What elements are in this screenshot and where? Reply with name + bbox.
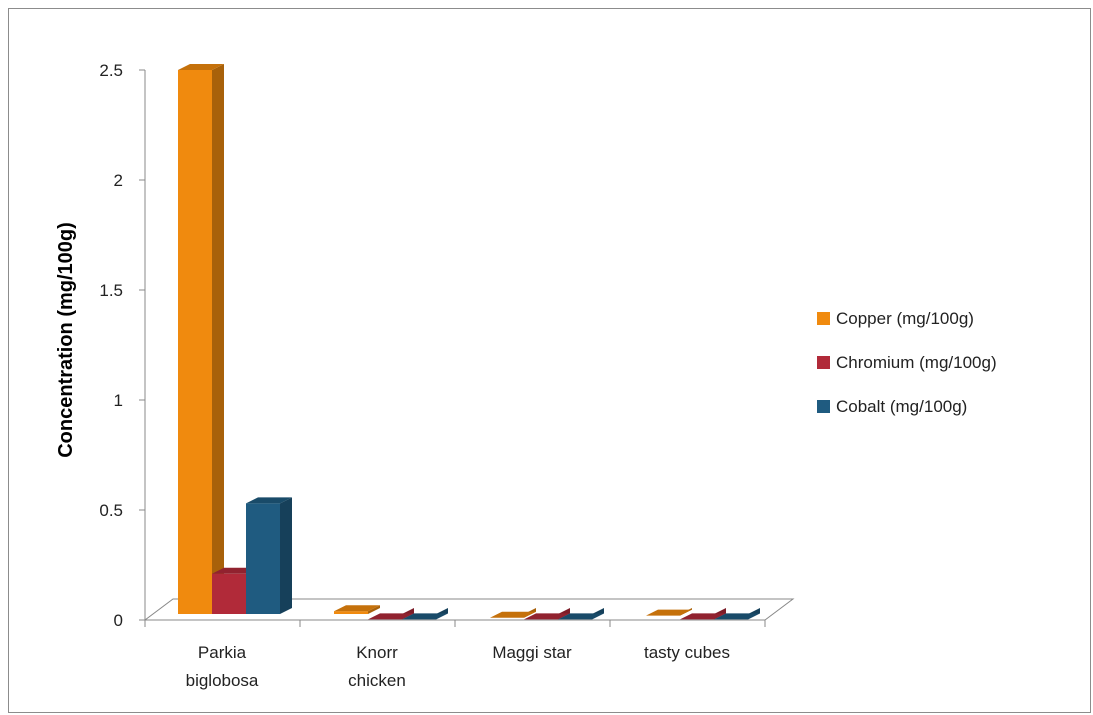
bar-top [524, 613, 570, 620]
bar [368, 608, 414, 620]
bar [178, 64, 224, 614]
y-axis-label: Concentration (mg/100g) [55, 222, 77, 458]
y-tick-label: 2.5 [99, 61, 123, 80]
y-tick-label: 0.5 [99, 501, 123, 520]
bar-front [246, 503, 280, 614]
bar-front [212, 573, 246, 614]
x-tick-label: tasty cubes [644, 643, 730, 662]
legend-swatch [817, 312, 830, 325]
x-tick-label: Knorr chicken [348, 643, 406, 690]
bar [402, 608, 448, 620]
bar [680, 608, 726, 620]
bar-top [246, 497, 292, 504]
legend: Copper (mg/100g) Chromium (mg/100g) Cobalt… [817, 309, 997, 416]
bar-top [646, 609, 692, 616]
bar-top [490, 611, 536, 618]
y-tick-label: 2 [114, 171, 123, 190]
bar [524, 608, 570, 620]
bar-side [368, 605, 380, 614]
y-tick-label: 0 [114, 611, 123, 630]
legend-label: Chromium (mg/100g) [836, 353, 997, 372]
legend-label: Cobalt (mg/100g) [836, 397, 967, 416]
bar-front [334, 611, 368, 614]
bar-top [714, 613, 760, 620]
y-tick-label: 1.5 [99, 281, 123, 300]
bar [558, 608, 604, 620]
y-tick-label: 1 [114, 391, 123, 410]
legend-swatch [817, 400, 830, 413]
chart-floor [143, 598, 795, 621]
bar [490, 608, 536, 618]
legend-swatch [817, 356, 830, 369]
chart-frame [8, 8, 1091, 713]
bar [646, 608, 692, 616]
bars-group [178, 64, 760, 620]
chart-axes [143, 70, 795, 627]
bar-top [680, 613, 726, 620]
legend-label: Copper (mg/100g) [836, 309, 974, 328]
bar-side [212, 64, 224, 614]
bar [246, 497, 292, 614]
x-axis-ticks: Parkia biglobosa Knorr chicken Maggi star tas… [186, 643, 730, 690]
bar-top [368, 613, 414, 620]
bar-top [402, 613, 448, 620]
bar-top [178, 64, 224, 70]
bar [334, 605, 380, 614]
x-tick-label: Maggi star [492, 643, 572, 662]
bar-top [334, 605, 380, 612]
y-axis-ticks: 0 0.5 1 1.5 2 2.5 [99, 61, 145, 630]
x-tick-label: Parkia biglobosa [186, 643, 259, 690]
bar-top [558, 613, 604, 620]
bar-front [178, 70, 212, 614]
bar-side [280, 497, 292, 614]
bar [714, 608, 760, 620]
